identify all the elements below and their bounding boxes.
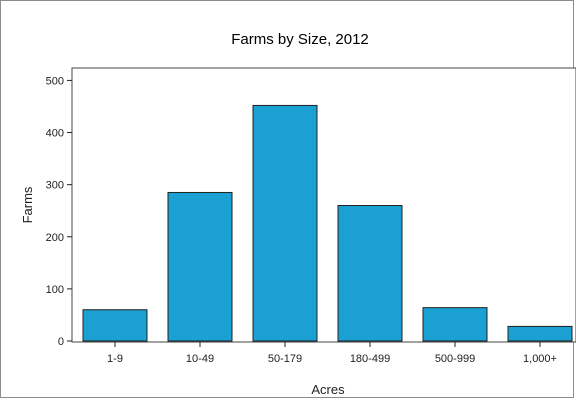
y-tick-label: 0	[58, 336, 64, 348]
plot-area	[71, 67, 576, 343]
x-tick-label: 50-179	[268, 353, 302, 365]
bar-4	[422, 307, 488, 342]
x-tick-label: 1,000+	[523, 353, 557, 365]
plot-background	[71, 67, 576, 343]
y-tick-label: 400	[46, 128, 64, 140]
x-axis: 1-9 10-49 50-179 180-499 500-999 1,000+	[107, 342, 557, 365]
chart-title: Farms by Size, 2012	[231, 31, 369, 48]
bar-0	[82, 309, 148, 342]
bar-1	[167, 191, 233, 342]
x-tick-label: 180-499	[350, 353, 390, 365]
bar-3	[337, 205, 403, 342]
y-tick-label: 500	[46, 75, 64, 87]
y-axis-label: Farms	[20, 186, 35, 223]
y-tick-label: 200	[46, 232, 64, 244]
y-tick-label: 100	[46, 284, 64, 296]
x-tick-label: 10-49	[186, 353, 214, 365]
bar-5	[507, 325, 573, 342]
bars	[82, 104, 573, 342]
x-tick-label: 500-999	[435, 353, 475, 365]
x-tick-label: 1-9	[107, 353, 123, 365]
x-axis-label: Acres	[311, 382, 345, 397]
y-tick-label: 300	[46, 180, 64, 192]
y-axis: 0 100 200 300 400 500	[46, 75, 72, 348]
bar-2	[252, 104, 318, 342]
